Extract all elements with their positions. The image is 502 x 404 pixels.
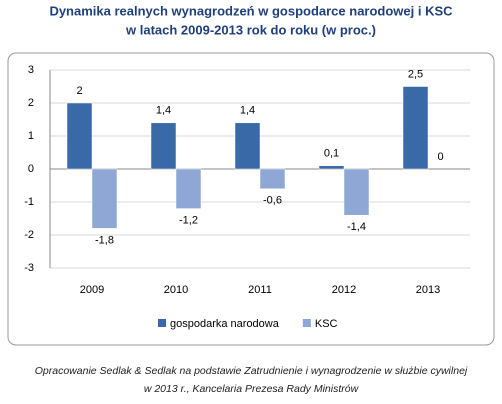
legend-label: gospodarka narodowa [170,318,280,330]
y-tick-label: -1 [24,196,34,208]
x-tick-label: 2011 [248,284,272,296]
source-note: Opracowanie Sedlak & Sedlak na podstawie… [35,365,468,377]
x-tick-label: 2009 [80,284,104,296]
bar [402,86,429,170]
y-tick-label: 2 [28,97,34,109]
value-label: 1,4 [240,105,255,117]
bar [66,102,93,170]
y-tick-label: -2 [24,229,34,241]
value-label: -1,4 [347,221,366,233]
value-label: 2 [76,85,82,97]
y-tick-label: 3 [28,64,34,76]
bar [234,122,261,170]
bar [343,168,370,216]
bar [150,122,177,170]
value-label: -1,2 [179,215,198,227]
bar [259,168,286,190]
legend-label: KSC [315,318,338,330]
source-note: w 2013 r., Kancelaria Prezesa Rady Minis… [144,383,360,395]
bar [318,165,345,170]
y-tick-label: 1 [28,130,34,142]
chart-title: Dynamika realnych wynagrodzeń w gospodar… [49,3,453,18]
value-label: -0,6 [263,195,282,207]
x-tick-label: 2012 [332,284,356,296]
x-tick-label: 2013 [416,284,440,296]
chart-title: w latach 2009-2013 rok do roku (w proc.) [125,22,376,37]
bar [91,168,118,229]
legend-swatch [302,319,311,327]
value-label: 1,4 [156,105,171,117]
value-label: -1,8 [95,234,114,246]
value-label: 0,1 [324,148,339,160]
y-tick-label: -3 [24,262,34,274]
value-label: 2,5 [408,68,423,80]
x-tick-label: 2010 [164,284,188,296]
value-label: 0 [437,151,443,163]
bar [175,168,202,209]
y-tick-label: 0 [28,163,34,175]
legend-swatch [158,319,166,327]
chart-frame [7,52,495,346]
